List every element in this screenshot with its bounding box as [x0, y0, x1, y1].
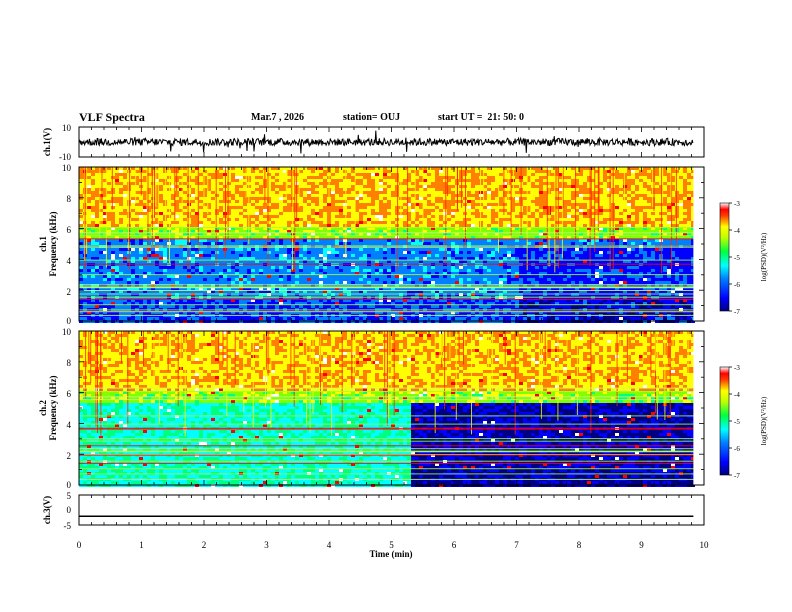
spec2-ylabel-frequency: Frequency (kHz) — [48, 375, 58, 440]
spec2-ytick-10: 10 — [62, 327, 72, 337]
xtick-label: 6 — [452, 540, 457, 550]
cb1-label: log(PSD)(V²/Hz) — [760, 232, 768, 281]
xtick-label: 2 — [202, 540, 207, 550]
spec2-ytick-8: 8 — [67, 358, 72, 368]
start-time-label: start UT = 21: 50: 0 — [438, 112, 525, 123]
xtick-label: 1 — [139, 540, 144, 550]
ch3-ytick-bottom: -5 — [64, 521, 72, 531]
cb2-tick-4: -4 — [734, 391, 740, 399]
cb2-tick-5: -5 — [734, 418, 740, 426]
spec1-ytick-6: 6 — [67, 225, 72, 235]
cb1-tick-5: -5 — [734, 254, 740, 262]
spec1-ytick-4: 4 — [67, 256, 72, 266]
xtick-label: 10 — [700, 540, 710, 550]
spec2-ytick-6: 6 — [67, 389, 72, 399]
spec2-ylabel-channel: ch.2 — [38, 400, 48, 416]
spec2-ytick-0: 0 — [67, 480, 72, 490]
ch3-ytick-top: 5 — [67, 491, 72, 501]
cb2-tick-7: -7 — [734, 472, 740, 480]
spec1-ytick-8: 8 — [67, 194, 72, 204]
spec1-ylabel-frequency: Frequency (kHz) — [48, 211, 58, 276]
cb1-tick-6: -6 — [734, 281, 740, 289]
ch1-ytick-top: 10 — [62, 123, 72, 133]
xtick-label: 0 — [77, 540, 82, 550]
xtick-label: 4 — [327, 540, 332, 550]
ch1-ylabel: ch.1(V) — [42, 128, 52, 156]
spec1-ytick-0: 0 — [67, 316, 72, 326]
ch1-waveform-trace — [78, 130, 694, 154]
xtick-label: 9 — [639, 540, 644, 550]
ch3-ytick-mid: 0 — [67, 505, 72, 515]
xaxis-label: Time (min) — [369, 549, 412, 559]
xtick-label: 8 — [577, 540, 582, 550]
spec2-ytick-2: 2 — [67, 451, 72, 461]
chart-title: VLF Spectra — [79, 110, 145, 124]
xtick-label: 3 — [264, 540, 269, 550]
ch3-ylabel: ch.3(V) — [42, 496, 52, 524]
xtick-label: 7 — [514, 540, 519, 550]
cb2-label: log(PSD)(V²/Hz) — [760, 396, 768, 445]
cb2-tick-6: -6 — [734, 445, 740, 453]
cb2-tick-3: -3 — [734, 364, 740, 372]
spec1-ylabel-channel: ch.1 — [38, 236, 48, 252]
colorbar-ch2: -3 -4 -5 -6 -7 log(PSD)(V²/Hz) — [719, 364, 768, 480]
xtick-label: 5 — [389, 540, 394, 550]
date-label: Mar.7 , 2026 — [251, 112, 304, 123]
colorbar-ch1: -3 -4 -5 -6 -7 log(PSD)(V²/Hz) — [719, 200, 768, 316]
spec1-ytick-10: 10 — [62, 163, 72, 173]
cb1-tick-7: -7 — [734, 308, 740, 316]
station-label: station= OUJ — [343, 112, 401, 123]
spec1-ytick-2: 2 — [67, 287, 72, 297]
spec2-ytick-4: 4 — [67, 420, 72, 430]
spectrogram-ch1 — [79, 167, 704, 323]
ch1-ytick-bottom: -10 — [59, 152, 71, 162]
cb1-tick-3: -3 — [734, 200, 740, 208]
spectrogram-ch2 — [79, 331, 704, 487]
cb1-tick-4: -4 — [734, 227, 740, 235]
